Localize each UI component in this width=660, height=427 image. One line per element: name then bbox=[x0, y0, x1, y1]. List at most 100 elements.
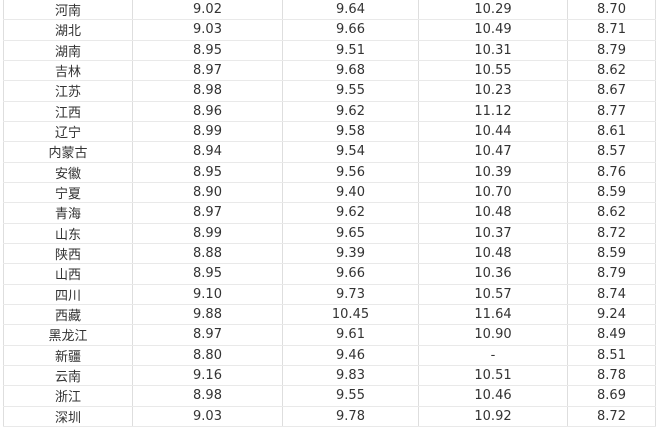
price-cell: 9.03 bbox=[132, 405, 283, 427]
price-cell: 8.51 bbox=[567, 344, 656, 366]
region-cell: 山西 bbox=[3, 263, 133, 285]
price-cell: 10.46 bbox=[418, 385, 568, 407]
price-cell: 9.83 bbox=[282, 364, 419, 387]
price-cell: 8.74 bbox=[567, 283, 656, 305]
table-row: 河南 9.02 9.64 10.29 8.70 bbox=[3, 0, 656, 21]
price-cell: 11.64 bbox=[418, 303, 568, 326]
price-cell: 8.96 bbox=[132, 100, 283, 122]
price-cell: 8.72 bbox=[567, 222, 656, 244]
price-cell: 9.03 bbox=[132, 19, 283, 41]
price-cell: 8.62 bbox=[567, 202, 656, 224]
region-cell: 江西 bbox=[3, 100, 133, 122]
price-cell: 10.70 bbox=[418, 181, 568, 204]
region-cell: 安徽 bbox=[3, 161, 133, 183]
price-cell: 8.94 bbox=[132, 141, 283, 163]
price-cell: 10.92 bbox=[418, 405, 568, 427]
price-cell: 8.97 bbox=[132, 202, 283, 224]
table-body: 河南 9.02 9.64 10.29 8.70 湖北 9.03 9.66 10.49 8.71 湖南… bbox=[3, 0, 656, 427]
price-cell: 9.02 bbox=[132, 0, 283, 21]
region-cell: 宁夏 bbox=[3, 181, 133, 204]
table-row: 陕西 8.88 9.39 10.48 8.59 bbox=[3, 242, 656, 265]
price-cell: 8.67 bbox=[567, 80, 656, 102]
region-cell: 湖北 bbox=[3, 19, 133, 41]
price-cell: 9.51 bbox=[282, 39, 419, 61]
price-cell: 10.47 bbox=[418, 141, 568, 163]
price-cell: 8.78 bbox=[567, 364, 656, 387]
price-cell: 10.29 bbox=[418, 0, 568, 21]
table-row: 黑龙江 8.97 9.61 10.90 8.49 bbox=[3, 324, 656, 346]
price-cell: 8.57 bbox=[567, 141, 656, 163]
price-cell: 8.99 bbox=[132, 120, 283, 143]
region-cell: 四川 bbox=[3, 283, 133, 305]
price-cell: 8.61 bbox=[567, 120, 656, 143]
region-cell: 黑龙江 bbox=[3, 324, 133, 346]
price-cell: 11.12 bbox=[418, 100, 568, 122]
price-cell: 8.72 bbox=[567, 405, 656, 427]
region-cell: 浙江 bbox=[3, 385, 133, 407]
fuel-price-table: 河南 9.02 9.64 10.29 8.70 湖北 9.03 9.66 10.49 8.71 湖南… bbox=[3, 0, 656, 427]
price-cell: 10.55 bbox=[418, 59, 568, 82]
price-cell: 8.69 bbox=[567, 385, 656, 407]
price-cell: 8.70 bbox=[567, 0, 656, 21]
price-cell: 9.73 bbox=[282, 283, 419, 305]
price-cell: 9.68 bbox=[282, 59, 419, 82]
price-cell: 8.95 bbox=[132, 161, 283, 183]
price-cell: 9.56 bbox=[282, 161, 419, 183]
price-cell: 9.62 bbox=[282, 100, 419, 122]
table-row: 新疆 8.80 9.46-8.51 bbox=[3, 344, 656, 366]
region-cell: 河南 bbox=[3, 0, 133, 21]
price-cell: 8.97 bbox=[132, 59, 283, 82]
price-cell: 9.54 bbox=[282, 141, 419, 163]
region-cell: 内蒙古 bbox=[3, 141, 133, 163]
price-cell: 8.77 bbox=[567, 100, 656, 122]
price-cell: 8.98 bbox=[132, 80, 283, 102]
table-row: 宁夏 8.90 9.40 10.70 8.59 bbox=[3, 181, 656, 204]
price-cell: 9.39 bbox=[282, 242, 419, 265]
price-cell: 8.79 bbox=[567, 39, 656, 61]
price-cell: 8.99 bbox=[132, 222, 283, 244]
region-cell: 山东 bbox=[3, 222, 133, 244]
price-cell: 9.24 bbox=[567, 303, 656, 326]
price-cell: 8.90 bbox=[132, 181, 283, 204]
price-cell: 9.10 bbox=[132, 283, 283, 305]
table-row: 青海 8.97 9.62 10.48 8.62 bbox=[3, 202, 656, 224]
price-cell: 8.71 bbox=[567, 19, 656, 41]
price-cell: 10.31 bbox=[418, 39, 568, 61]
price-cell: 9.46 bbox=[282, 344, 419, 366]
price-cell: 10.44 bbox=[418, 120, 568, 143]
price-cell: 10.48 bbox=[418, 242, 568, 265]
price-cell: 8.80 bbox=[132, 344, 283, 366]
price-cell: 10.90 bbox=[418, 324, 568, 346]
table-row: 山西 8.95 9.66 10.36 8.79 bbox=[3, 263, 656, 285]
region-cell: 云南 bbox=[3, 364, 133, 387]
region-cell: 深圳 bbox=[3, 405, 133, 427]
price-cell: 8.59 bbox=[567, 181, 656, 204]
table-row: 吉林 8.97 9.68 10.55 8.62 bbox=[3, 59, 656, 82]
price-cell: 10.37 bbox=[418, 222, 568, 244]
price-cell: 8.76 bbox=[567, 161, 656, 183]
region-cell: 青海 bbox=[3, 202, 133, 224]
price-cell: 8.98 bbox=[132, 385, 283, 407]
price-cell: 10.39 bbox=[418, 161, 568, 183]
price-cell: 8.79 bbox=[567, 263, 656, 285]
region-cell: 陕西 bbox=[3, 242, 133, 265]
table-row: 深圳 9.03 9.78 10.92 8.72 bbox=[3, 405, 656, 427]
region-cell: 辽宁 bbox=[3, 120, 133, 143]
price-cell: 9.62 bbox=[282, 202, 419, 224]
region-cell: 新疆 bbox=[3, 344, 133, 366]
table-row: 云南 9.16 9.83 10.51 8.78 bbox=[3, 364, 656, 387]
price-cell: 9.65 bbox=[282, 222, 419, 244]
region-cell: 江苏 bbox=[3, 80, 133, 102]
price-cell: 8.59 bbox=[567, 242, 656, 265]
price-cell: 9.78 bbox=[282, 405, 419, 427]
table-row: 江西 8.96 9.62 11.12 8.77 bbox=[3, 100, 656, 122]
region-cell: 湖南 bbox=[3, 39, 133, 61]
price-cell: 10.36 bbox=[418, 263, 568, 285]
table-row: 辽宁 8.99 9.58 10.44 8.61 bbox=[3, 120, 656, 143]
price-cell: 9.64 bbox=[282, 0, 419, 21]
price-cell: 8.95 bbox=[132, 39, 283, 61]
price-cell: 9.55 bbox=[282, 385, 419, 407]
price-cell: 10.23 bbox=[418, 80, 568, 102]
table-row: 湖北 9.03 9.66 10.49 8.71 bbox=[3, 19, 656, 41]
